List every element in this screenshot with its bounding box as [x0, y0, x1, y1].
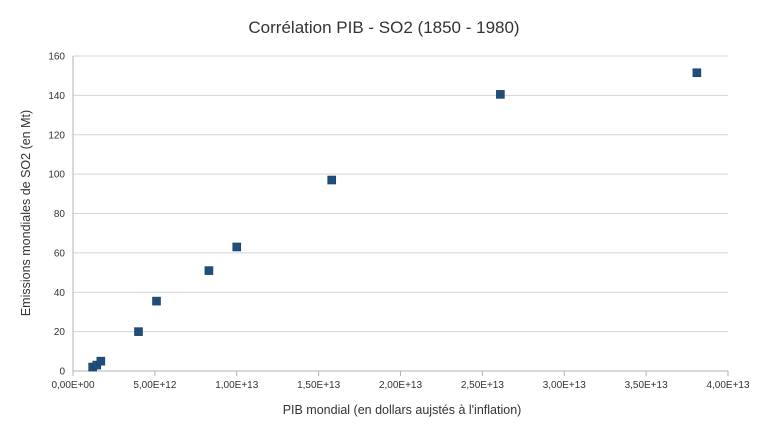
y-tick-label: 20	[54, 327, 66, 338]
y-axis-tick-labels: 0 20 40 60 80 100 120 140 160	[48, 52, 65, 378]
y-tick-label: 160	[48, 52, 65, 63]
gridlines	[73, 55, 728, 333]
y-tick-label: 40	[54, 288, 66, 299]
data-point	[327, 175, 337, 185]
x-tick-label: 0,00E+00	[51, 380, 95, 391]
axes	[72, 56, 729, 376]
data-point	[496, 90, 505, 99]
x-tick-label: 4,00E+13	[706, 380, 750, 391]
data-points	[88, 68, 702, 372]
x-tick-label: 5,00E+12	[133, 380, 177, 391]
data-point	[152, 296, 161, 306]
y-tick-label: 60	[54, 248, 66, 259]
y-tick-label: 120	[48, 130, 65, 141]
chart-title: Corrélation PIB - SO2 (1850 - 1980)	[248, 18, 519, 37]
x-tick-label: 2,50E+13	[461, 380, 505, 391]
y-tick-label: 0	[59, 367, 65, 378]
data-point	[232, 242, 242, 252]
y-tick-label: 140	[48, 91, 65, 102]
x-tick-label: 2,00E+13	[379, 380, 423, 391]
data-point	[692, 68, 702, 78]
x-tick-label: 3,00E+13	[543, 380, 587, 391]
data-point	[204, 266, 214, 275]
data-point	[96, 356, 106, 366]
data-point	[134, 327, 143, 336]
x-tick-label: 3,50E+13	[625, 380, 669, 391]
x-axis-label: PIB mondial (en dollars aujstés à l'infl…	[283, 403, 522, 417]
y-tick-label: 80	[54, 209, 66, 220]
y-axis-label: Emissions mondiales de SO2 (en Mt)	[19, 110, 33, 316]
x-tick-label: 1,00E+13	[215, 380, 259, 391]
x-axis-tick-labels: 0,00E+00 5,00E+12 1,00E+13 1,50E+13 2,00E+13…	[51, 380, 750, 391]
x-tick-label: 1,50E+13	[297, 380, 341, 391]
y-tick-label: 100	[48, 170, 65, 181]
